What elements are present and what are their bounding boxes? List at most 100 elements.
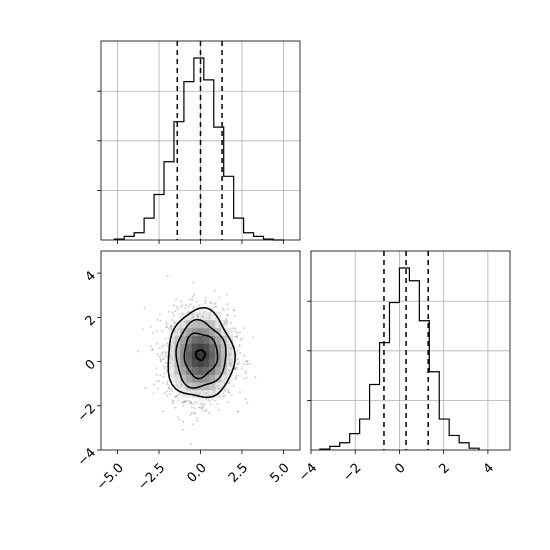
scatter-point <box>222 392 225 395</box>
scatter-point <box>156 342 159 345</box>
scatter-point <box>239 339 242 342</box>
x-tick-label: 2 <box>436 461 452 477</box>
density-cell <box>191 312 199 321</box>
scatter-point <box>246 363 249 366</box>
scatter-point <box>175 394 178 397</box>
scatter-point <box>163 344 166 347</box>
density-cell <box>197 358 204 368</box>
density-cell <box>203 374 210 383</box>
scatter-point <box>152 392 155 395</box>
scatter-point <box>227 308 230 311</box>
density-cell <box>209 343 216 352</box>
density-cell <box>191 320 199 329</box>
scatter-point <box>216 402 219 405</box>
scatter-point <box>251 336 254 339</box>
scatter-point <box>211 398 214 401</box>
density-cell <box>226 366 233 375</box>
scatter-point <box>165 326 168 329</box>
scatter-point <box>192 305 195 308</box>
density-cell <box>180 382 187 391</box>
density-cell <box>180 358 187 368</box>
scatter-point <box>162 382 165 385</box>
scatter-point <box>226 314 229 317</box>
density-cell <box>220 351 228 360</box>
y-tick-label: 0 <box>83 357 99 373</box>
scatter-point <box>208 398 211 401</box>
density-cell <box>220 358 228 368</box>
scatter-point <box>236 331 239 334</box>
density-cell <box>168 366 175 375</box>
density-cell <box>174 335 181 344</box>
scatter-point <box>161 345 164 348</box>
scatter-point <box>162 364 165 367</box>
scatter-point <box>215 305 218 308</box>
scatter-point <box>171 399 174 402</box>
scatter-point <box>168 388 171 391</box>
scatter-point <box>176 416 179 419</box>
density-cell <box>174 351 181 360</box>
scatter-point <box>192 307 195 310</box>
scatter-point <box>173 314 176 317</box>
scatter-point <box>143 307 146 310</box>
histogram-step-line <box>113 57 284 241</box>
scatter-point <box>193 407 196 410</box>
scatter-point <box>234 377 237 380</box>
scatter-point <box>158 346 161 349</box>
density-cell <box>191 335 199 344</box>
scatter-point <box>152 331 155 334</box>
scatter-point <box>158 380 161 383</box>
scatter-point <box>210 302 213 305</box>
scatter-point <box>235 366 238 369</box>
density-cell <box>215 366 222 375</box>
scatter-point <box>141 328 144 331</box>
scatter-point <box>184 399 187 402</box>
scatter-point <box>192 281 195 284</box>
scatter-point <box>182 428 185 431</box>
scatter-point <box>137 350 140 353</box>
x-tick-label: −2 <box>340 461 364 485</box>
density-cell <box>209 327 216 337</box>
scatter-point <box>244 397 247 400</box>
scatter-point <box>158 313 161 316</box>
density-cell <box>174 366 181 375</box>
density-cell <box>209 389 216 398</box>
scatter-point <box>222 309 225 312</box>
scatter-point <box>153 383 156 386</box>
y-tick-label: 4 <box>83 269 99 285</box>
scatter-point <box>248 362 251 365</box>
density-cell <box>215 327 222 337</box>
scatter-point <box>242 327 245 330</box>
density-cell <box>191 389 199 398</box>
density-cell <box>197 335 204 344</box>
scatter-point <box>173 396 176 399</box>
scatter-point <box>151 348 154 351</box>
scatter-point <box>180 300 183 303</box>
density-cell <box>174 374 181 383</box>
scatter-point <box>238 391 241 394</box>
scatter-point <box>237 374 240 377</box>
density-cell <box>174 327 181 337</box>
scatter-point <box>203 310 206 313</box>
scatter-point <box>168 393 171 396</box>
scatter-point <box>189 442 192 445</box>
scatter-point <box>189 401 192 404</box>
scatter-point <box>221 395 224 398</box>
scatter-point <box>238 361 241 364</box>
scatter-point <box>212 302 215 305</box>
scatter-point <box>234 327 237 330</box>
y-tick-label: 2 <box>83 313 99 329</box>
scatter-point <box>155 367 158 370</box>
contour-line <box>183 332 219 380</box>
scatter-point <box>191 423 194 426</box>
scatter-point <box>192 293 195 296</box>
density-cell <box>209 382 216 391</box>
scatter-point <box>242 377 245 380</box>
scatter-point <box>204 410 207 413</box>
x-tick-label: −4 <box>296 461 320 485</box>
scatter-point <box>167 310 170 313</box>
scatter-point <box>181 304 184 307</box>
density-cell <box>215 343 222 352</box>
scatter-point <box>170 324 173 327</box>
scatter-point <box>159 374 162 377</box>
density-cell <box>215 382 222 391</box>
